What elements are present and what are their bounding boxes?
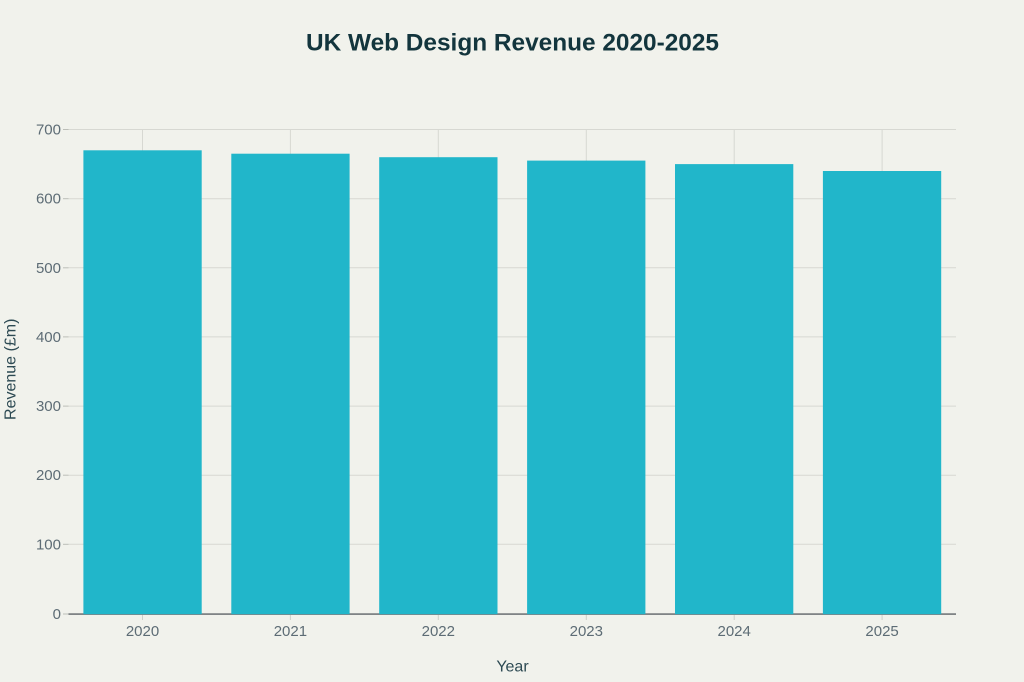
svg-text:2024: 2024 bbox=[718, 623, 751, 640]
svg-text:400: 400 bbox=[36, 329, 61, 346]
svg-text:600: 600 bbox=[36, 191, 61, 208]
svg-text:300: 300 bbox=[36, 398, 61, 415]
svg-text:200: 200 bbox=[36, 467, 61, 484]
svg-text:Year: Year bbox=[496, 658, 529, 675]
svg-text:700: 700 bbox=[36, 122, 61, 139]
svg-text:2020: 2020 bbox=[126, 623, 159, 640]
svg-text:2021: 2021 bbox=[274, 623, 307, 640]
svg-text:Revenue (£m): Revenue (£m) bbox=[2, 319, 19, 420]
svg-text:0: 0 bbox=[53, 606, 61, 623]
svg-text:2022: 2022 bbox=[422, 623, 455, 640]
svg-text:2023: 2023 bbox=[570, 623, 603, 640]
svg-text:100: 100 bbox=[36, 536, 61, 553]
svg-text:2025: 2025 bbox=[865, 623, 898, 640]
svg-text:500: 500 bbox=[36, 260, 61, 277]
svg-text:UK Web Design Revenue 2020-202: UK Web Design Revenue 2020-2025 bbox=[306, 29, 719, 56]
